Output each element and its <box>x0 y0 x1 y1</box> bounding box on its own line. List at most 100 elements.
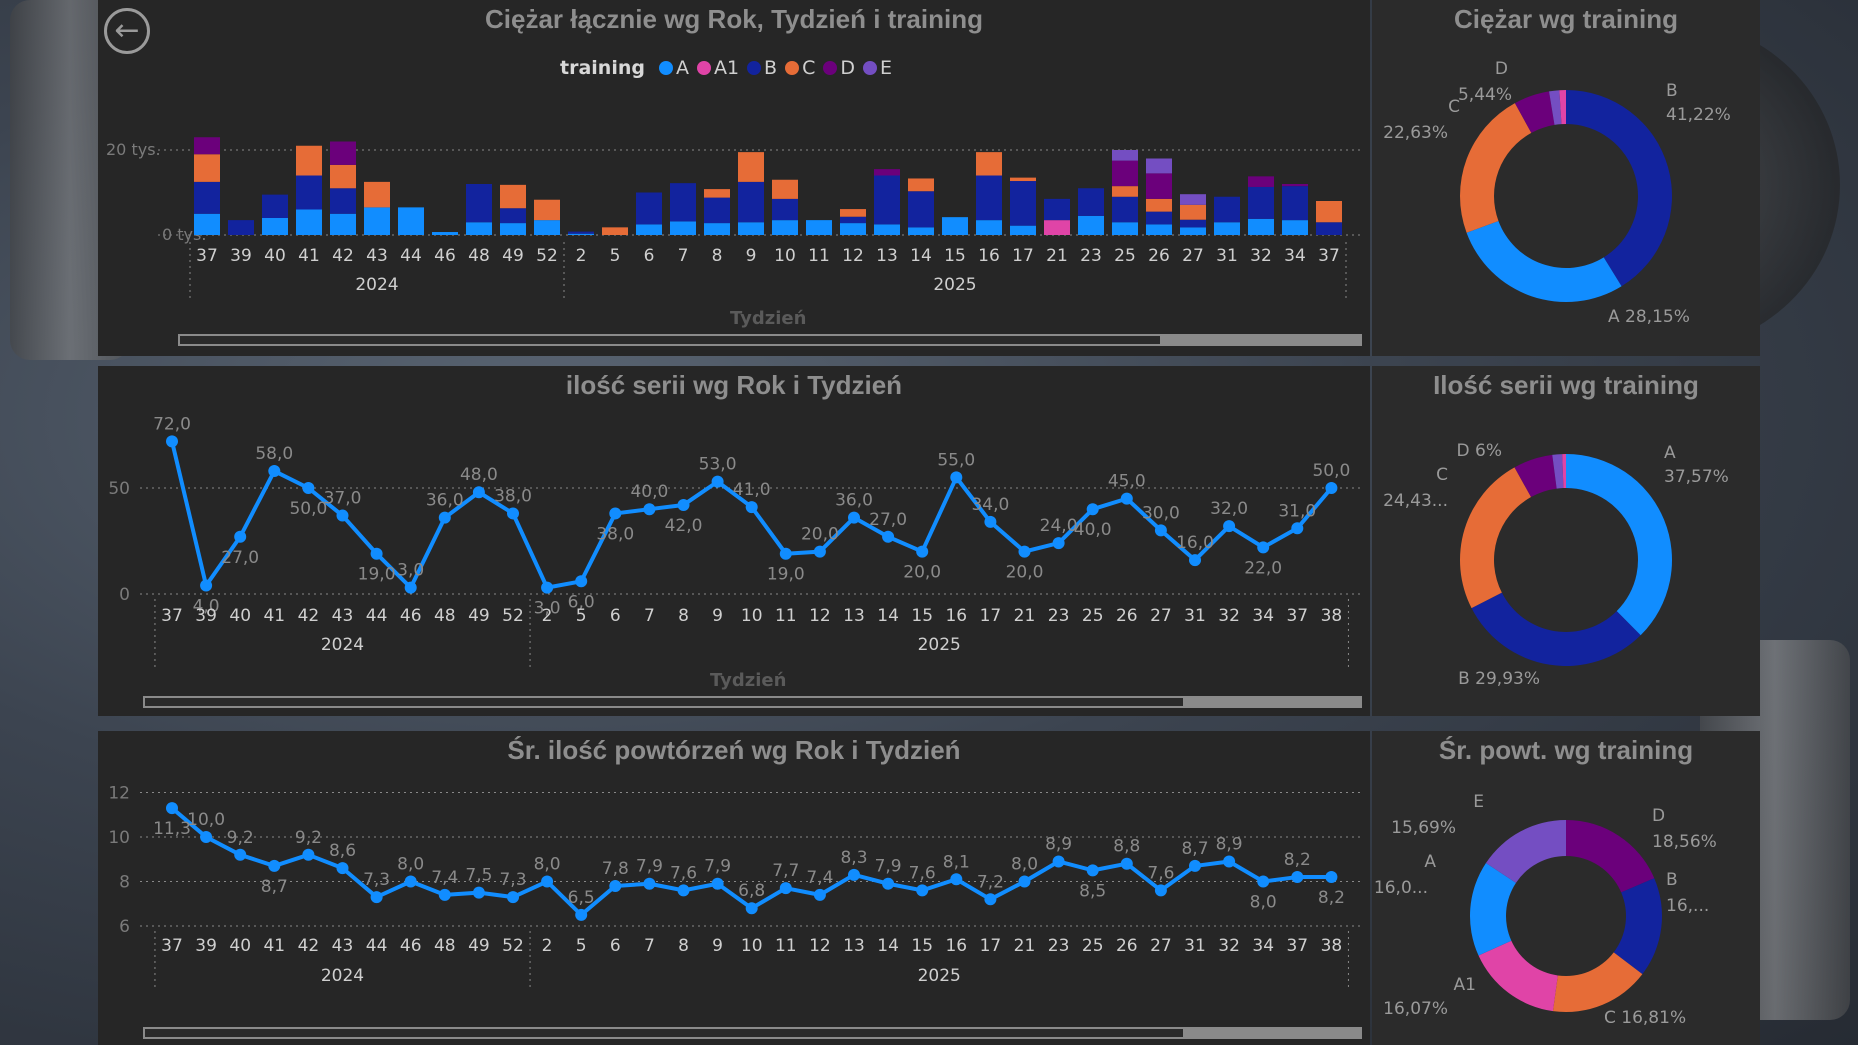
bar-segment-a <box>330 213 356 235</box>
donut-slice-e <box>1485 820 1566 883</box>
x-tick-label: 8 <box>678 606 689 626</box>
data-point <box>1052 855 1065 868</box>
legend-item-e[interactable]: E <box>863 57 892 79</box>
data-label: 19,0 <box>767 565 805 585</box>
year-label: 2025 <box>918 966 961 986</box>
data-label: 8,0 <box>1250 893 1277 913</box>
legend-item-a1[interactable]: A1 <box>696 57 739 79</box>
bar-segment-b <box>1112 196 1138 223</box>
data-label: 55,0 <box>937 450 975 470</box>
data-label: 8,6 <box>329 841 356 861</box>
series-line-scrollbar[interactable] <box>143 696 1362 708</box>
scrollbar-thumb[interactable] <box>145 698 1183 706</box>
year-label: 2024 <box>321 966 364 986</box>
bar-segment-a <box>364 207 390 235</box>
donut-slice-c <box>1460 103 1532 233</box>
legend-item-c[interactable]: C <box>785 57 815 79</box>
back-button[interactable]: ← <box>104 8 150 54</box>
data-point <box>336 862 349 875</box>
bar-segment-b <box>908 191 934 228</box>
x-tick-label: 26 <box>1148 246 1170 266</box>
bar-segment-b <box>840 216 866 224</box>
bar-segment-c <box>1180 204 1206 220</box>
x-tick-label: 34 <box>1252 936 1274 956</box>
bar-segment-e <box>1180 194 1206 205</box>
data-label: 45,0 <box>1108 472 1146 492</box>
x-tick-label: 2 <box>542 936 553 956</box>
x-tick-label: 11 <box>775 606 797 626</box>
x-tick-label: 44 <box>366 936 388 956</box>
weight-donut-chart: B 41,22% A 28,15% C22,63% D 5,44% <box>1383 59 1731 327</box>
x-tick-label: 26 <box>1116 606 1138 626</box>
x-tick-label: 37 <box>161 606 183 626</box>
data-label: 6,5 <box>568 888 595 908</box>
data-label: 8,2 <box>1284 850 1311 870</box>
data-point <box>643 877 656 890</box>
data-point <box>916 884 929 897</box>
bar-segment-b <box>466 184 492 223</box>
data-point <box>1120 857 1133 870</box>
bar-segment-a <box>908 227 934 235</box>
bar-segment-b <box>636 192 662 225</box>
x-tick-label: 40 <box>264 246 286 266</box>
x-tick-label: 38 <box>1321 936 1343 956</box>
data-point <box>1291 871 1304 884</box>
data-point <box>575 908 588 921</box>
bar-segment-a <box>874 224 900 235</box>
legend-item-d[interactable]: D <box>823 57 855 79</box>
year-label: 2025 <box>933 275 976 295</box>
data-point <box>404 581 417 594</box>
data-point <box>1086 864 1099 877</box>
donut-slice-a <box>1566 454 1672 636</box>
donut-slice-a1 <box>1562 454 1566 489</box>
scrollbar-thumb[interactable] <box>180 336 1160 344</box>
data-label: 32,0 <box>1210 499 1248 519</box>
x-tick-label: 9 <box>712 606 723 626</box>
x-tick-label: 52 <box>536 246 558 266</box>
x-tick-label: 48 <box>434 936 456 956</box>
data-point <box>541 581 554 594</box>
bar-segment-a <box>704 223 730 235</box>
bar-segment-b <box>1010 181 1036 226</box>
x-tick-label: 23 <box>1048 936 1070 956</box>
bar-segment-a <box>296 209 322 235</box>
weight-bar-scrollbar[interactable] <box>178 334 1362 346</box>
data-label: 22,0 <box>1244 558 1282 578</box>
data-point <box>984 515 997 528</box>
x-tick-label: 37 <box>161 936 183 956</box>
arrow-left-icon: ← <box>114 13 140 48</box>
data-point <box>745 902 758 915</box>
scrollbar-thumb[interactable] <box>145 1029 1183 1037</box>
bar-segment-b <box>1316 222 1342 235</box>
data-point <box>336 509 349 522</box>
x-tick-label: 41 <box>298 246 320 266</box>
reps-line-scrollbar[interactable] <box>143 1027 1362 1039</box>
x-tick-label: 39 <box>195 606 217 626</box>
donut-slice-a1 <box>1478 940 1558 1012</box>
x-tick-label: 39 <box>195 936 217 956</box>
x-tick-label: 41 <box>263 936 285 956</box>
data-point <box>609 507 622 520</box>
x-tick-label: 13 <box>843 606 865 626</box>
data-label: 20,0 <box>801 525 839 545</box>
data-point <box>404 875 417 888</box>
x-tick-label: 23 <box>1048 606 1070 626</box>
x-tick-label: 5 <box>610 246 621 266</box>
x-tick-label: 48 <box>468 246 490 266</box>
data-label: 8,1 <box>943 852 970 872</box>
slice-label: C <box>1436 465 1448 485</box>
legend-item-b[interactable]: B <box>747 57 777 79</box>
data-label: 7,4 <box>806 868 833 888</box>
x-tick-label: 14 <box>910 246 932 266</box>
bar-segment-b <box>738 181 764 223</box>
legend-title: training <box>560 57 645 79</box>
y-tick-label: 10 <box>108 828 130 848</box>
data-label: 50,0 <box>289 499 327 519</box>
data-point <box>950 873 963 886</box>
bar-segment-c <box>500 184 526 209</box>
data-label: 8,8 <box>1113 837 1140 857</box>
legend-item-a[interactable]: A <box>658 57 689 79</box>
bar-segment-a <box>636 224 662 235</box>
weight-bar-title: Ciężar łącznie wg Rok, Tydzień i trainin… <box>485 4 983 34</box>
